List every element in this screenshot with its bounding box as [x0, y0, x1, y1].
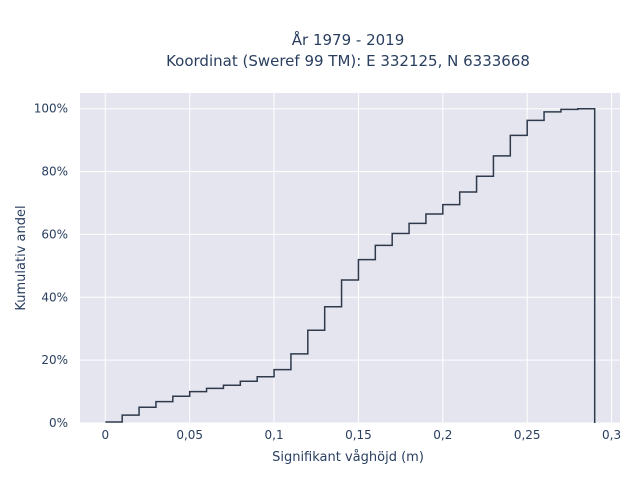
x-tick-label: 0,3: [602, 428, 621, 442]
y-tick-label: 80%: [41, 165, 68, 179]
y-tick-labels: 0% 20% 40% 60% 80% 100%: [34, 102, 68, 430]
y-tick-label: 100%: [34, 102, 68, 116]
y-tick-label: 60%: [41, 227, 68, 241]
x-tick-label: 0: [101, 428, 109, 442]
x-tick-labels: 0 0,05 0,1 0,15 0,2 0,25 0,3: [101, 428, 621, 442]
chart-title-line2: Koordinat (Sweref 99 TM): E 332125, N 63…: [166, 52, 530, 70]
y-tick-label: 20%: [41, 353, 68, 367]
y-tick-label: 40%: [41, 290, 68, 304]
x-tick-label: 0,1: [265, 428, 284, 442]
x-tick-label: 0,05: [176, 428, 203, 442]
cumulative-step-series: [105, 107, 596, 423]
y-tick-label: 0%: [49, 416, 68, 430]
chart-title-line1: År 1979 - 2019: [292, 30, 405, 49]
x-axis-title: Signifikant våghöjd (m): [272, 450, 424, 465]
x-tick-label: 0,2: [433, 428, 452, 442]
y-axis-title: Kumulativ andel: [14, 205, 29, 310]
grid-lines: [80, 93, 620, 424]
x-tick-label: 0,15: [345, 428, 372, 442]
plot-area: [80, 93, 620, 423]
x-tick-label: 0,25: [514, 428, 541, 442]
